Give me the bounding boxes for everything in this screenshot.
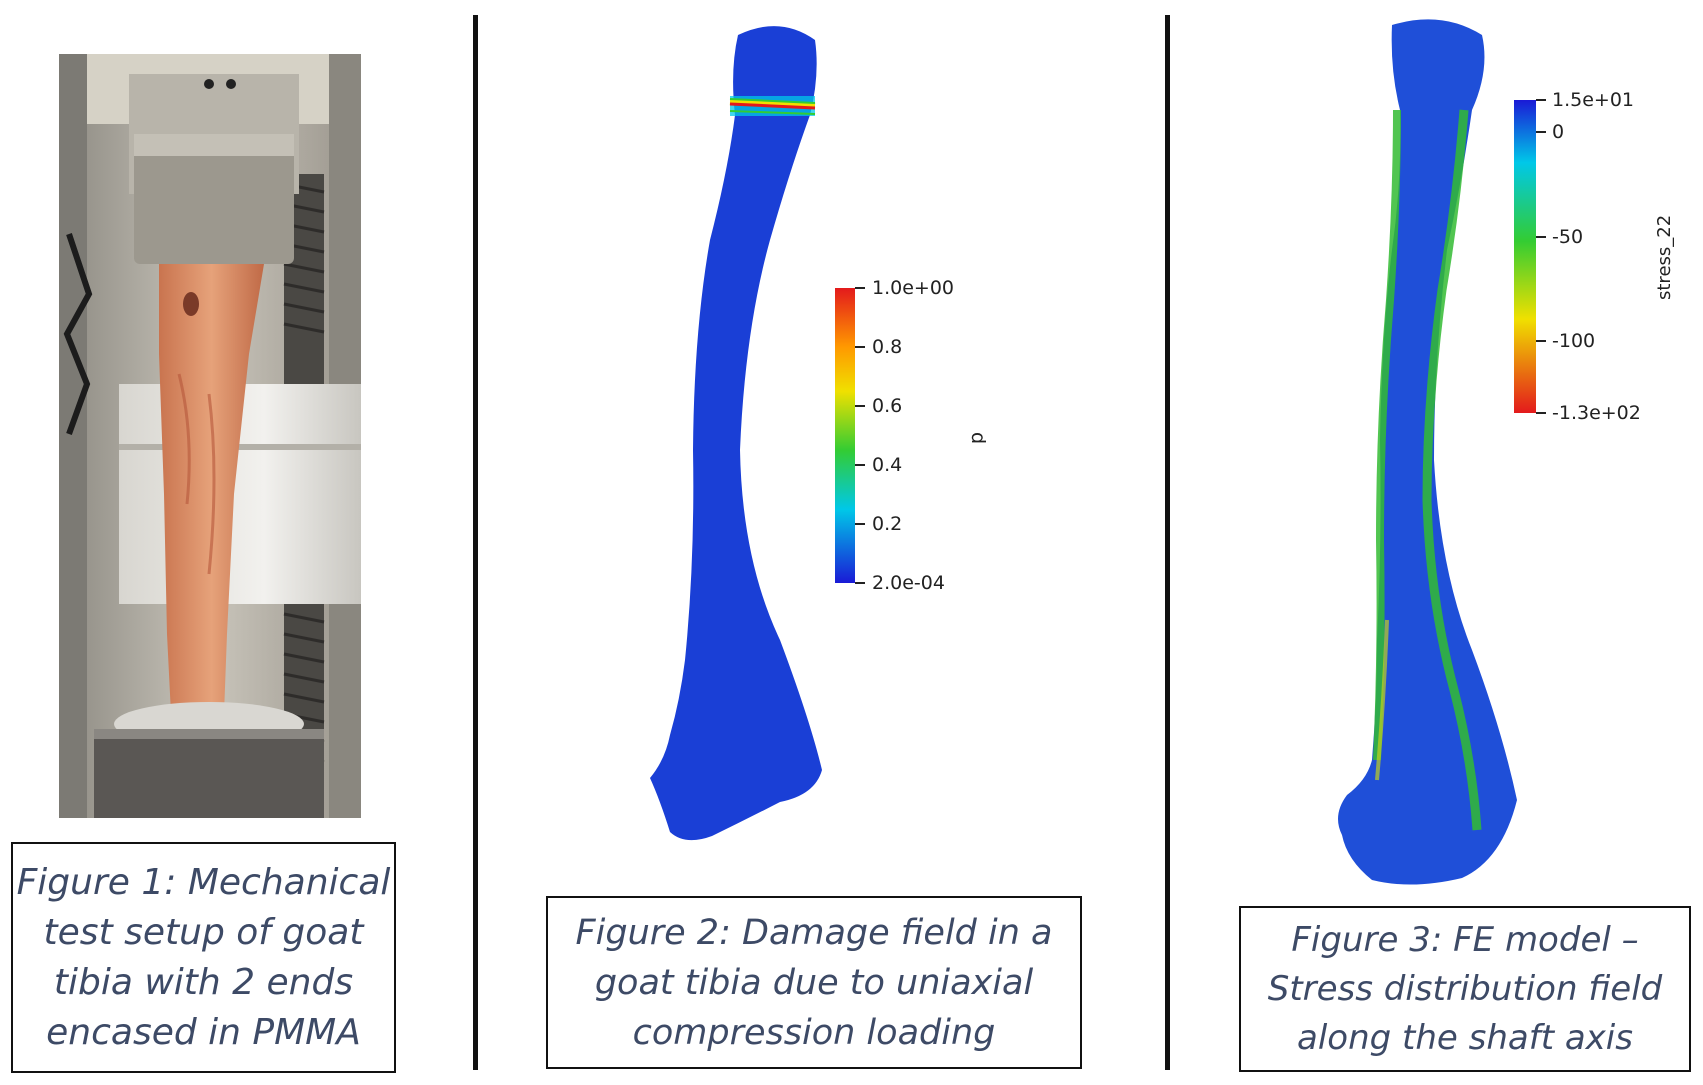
tibia-shape [650, 26, 822, 841]
divider-left [473, 15, 478, 1070]
figure3-panel: 1.5e+01 0 -50 -100 -1.3e+02 stress_22 [1172, 0, 1703, 900]
colorbar-tick-label: 0.2 [872, 513, 902, 535]
figure1-caption: Figure 1: Mechanical test setup of goat … [11, 842, 396, 1073]
colorbar-tick-label: 0.6 [872, 395, 902, 417]
caption-line: tibia with 2 ends [53, 961, 354, 1003]
colorbar-tick-label: 2.0e-04 [872, 572, 945, 594]
caption-line: Figure 3: FE model – [1291, 919, 1639, 960]
stress-field-plot: 1.5e+01 0 -50 -100 -1.3e+02 stress_22 [1338, 19, 1675, 885]
colorbar [1514, 100, 1536, 413]
caption-line: along the shaft axis [1297, 1017, 1633, 1058]
damage-field-plot: 1.0e+00 0.8 0.6 0.4 0.2 2.0e-04 d [650, 26, 989, 841]
divider-right [1165, 15, 1170, 1070]
caption-line: encased in PMMA [46, 1011, 361, 1053]
colorbar-tick-label: -50 [1552, 226, 1583, 248]
colorbar-tick-label: 1.0e+00 [872, 277, 954, 299]
colorbar-tick-label: -1.3e+02 [1552, 402, 1641, 424]
test-setup-photo [59, 54, 361, 818]
colorbar-tick-label: 0.8 [872, 336, 902, 358]
colorbar-tick-label: 0 [1552, 121, 1564, 143]
caption-line: Figure 1: Mechanical [16, 861, 391, 903]
colorbar-tick-label: 0.4 [872, 454, 902, 476]
caption-line: goat tibia due to uniaxial [594, 962, 1034, 1003]
colorbar-tick-label: 1.5e+01 [1552, 89, 1634, 111]
figure1-photo [59, 54, 361, 818]
caption-line: Figure 2: Damage field in a [575, 912, 1053, 953]
colorbar-title: stress_22 [1654, 215, 1675, 300]
caption-line: compression loading [632, 1012, 996, 1053]
colorbar-title: d [967, 432, 989, 444]
caption-line: test setup of goat [43, 911, 364, 953]
figure2-panel: 1.0e+00 0.8 0.6 0.4 0.2 2.0e-04 d [480, 0, 1160, 890]
colorbar-tick-label: -100 [1552, 330, 1595, 352]
caption-line: Stress distribution field [1267, 968, 1663, 1009]
figure2-caption: Figure 2: Damage field in a goat tibia d… [546, 896, 1082, 1069]
colorbar [835, 288, 855, 583]
figure3-caption: Figure 3: FE model – Stress distribution… [1239, 906, 1691, 1072]
